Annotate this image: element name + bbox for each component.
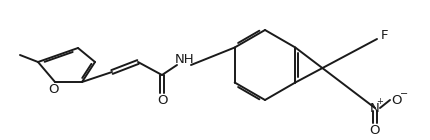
Text: O: O: [48, 82, 58, 95]
Text: N: N: [370, 102, 380, 115]
Text: NH: NH: [175, 52, 195, 66]
Text: O: O: [392, 94, 402, 107]
Text: O: O: [370, 123, 380, 136]
Text: −: −: [400, 89, 408, 99]
Text: F: F: [381, 29, 389, 41]
Text: +: +: [377, 97, 384, 107]
Text: O: O: [158, 94, 168, 107]
